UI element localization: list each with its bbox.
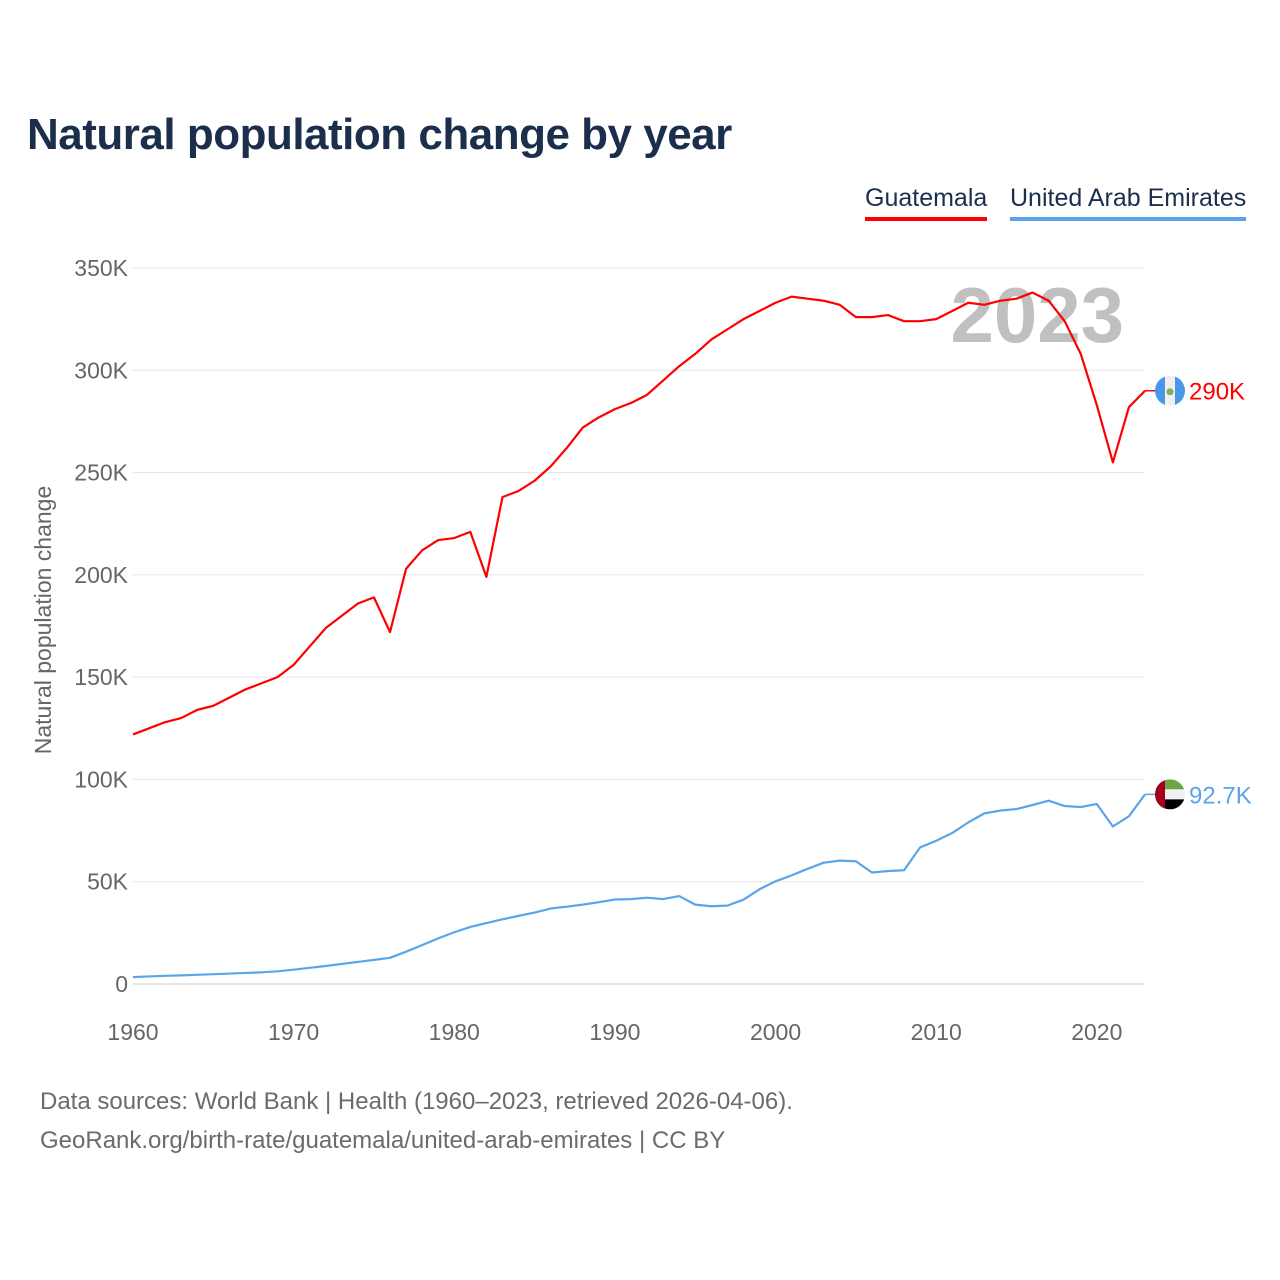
y-tick-label: 0 (115, 971, 128, 997)
y-axis-label: Natural population change (30, 486, 56, 755)
y-tick-label: 50K (87, 869, 129, 895)
x-tick-label: 1970 (268, 1019, 319, 1045)
footer-source: Data sources: World Bank | Health (1960–… (40, 1088, 793, 1115)
x-tick-label: 2020 (1071, 1019, 1122, 1045)
series-line-uae (132, 793, 1146, 979)
guatemala-flag-icon (1155, 375, 1185, 406)
x-tick-label: 2010 (911, 1019, 962, 1045)
y-tick-label: 200K (74, 562, 128, 588)
year-watermark: 2023 (950, 271, 1124, 359)
series-line-guatemala (132, 291, 1146, 736)
y-tick-label: 300K (74, 357, 128, 383)
y-tick-label: 250K (74, 460, 128, 486)
footer-link[interactable]: GeoRank.org/birth-rate/guatemala/united-… (40, 1127, 726, 1154)
x-tick-label: 2000 (750, 1019, 801, 1045)
legend-item-guatemala[interactable]: Guatemala (865, 184, 988, 221)
y-tick-label: 150K (74, 664, 128, 690)
y-tick-label: 350K (74, 255, 128, 281)
x-tick-label: 1960 (107, 1019, 158, 1045)
y-tick-label: 100K (74, 766, 128, 792)
legend-item-uae[interactable]: United Arab Emirates (1010, 184, 1247, 221)
end-value-label: 92.7K (1189, 782, 1252, 809)
end-value-label: 290K (1189, 379, 1245, 406)
chart-title: Natural population change by year (27, 110, 732, 159)
x-tick-label: 1980 (429, 1019, 480, 1045)
uae-flag-icon (1155, 779, 1185, 810)
x-tick-label: 1990 (589, 1019, 640, 1045)
